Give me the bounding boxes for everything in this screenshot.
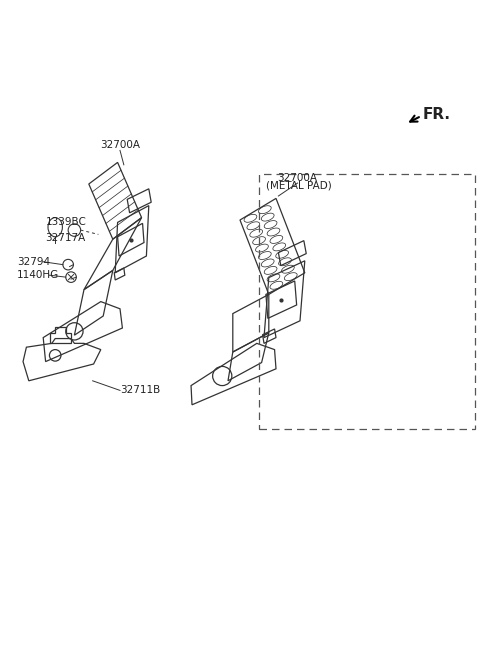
Text: 32711B: 32711B xyxy=(120,385,160,396)
Bar xyxy=(259,174,475,429)
Text: 32700A: 32700A xyxy=(100,140,140,150)
Text: 32700A: 32700A xyxy=(277,173,318,183)
Text: 32717A: 32717A xyxy=(46,233,86,243)
Text: FR.: FR. xyxy=(422,107,450,122)
Text: (METAL PAD): (METAL PAD) xyxy=(266,180,332,190)
Text: 1140HG: 1140HG xyxy=(17,270,59,280)
Text: 32794: 32794 xyxy=(17,256,50,267)
Text: 1339BC: 1339BC xyxy=(46,217,86,228)
